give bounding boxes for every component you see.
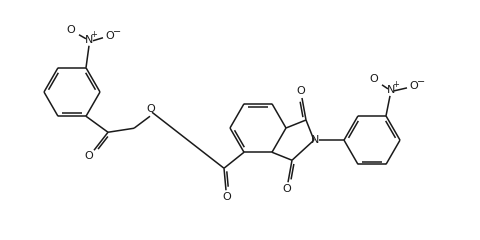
Text: O: O bbox=[296, 86, 305, 96]
Text: −: − bbox=[113, 27, 121, 37]
Text: O: O bbox=[409, 81, 418, 91]
Text: O: O bbox=[67, 25, 75, 35]
Text: N: N bbox=[310, 135, 319, 145]
Text: +: + bbox=[90, 30, 97, 39]
Text: N: N bbox=[84, 35, 93, 45]
Text: O: O bbox=[282, 184, 291, 194]
Text: N: N bbox=[386, 85, 395, 95]
Text: O: O bbox=[369, 74, 378, 84]
Text: O: O bbox=[146, 104, 155, 114]
Text: O: O bbox=[222, 192, 231, 202]
Text: −: − bbox=[416, 77, 424, 87]
Text: O: O bbox=[84, 151, 93, 161]
Text: +: + bbox=[392, 80, 398, 89]
Text: O: O bbox=[106, 31, 114, 41]
